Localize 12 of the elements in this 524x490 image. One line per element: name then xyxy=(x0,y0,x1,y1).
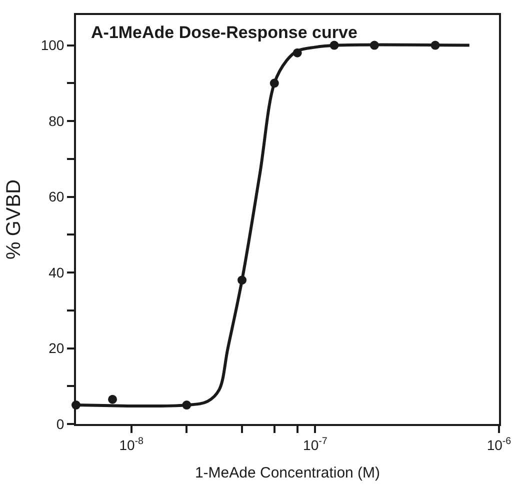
x-tick-label: 10$^{-7}$ xyxy=(303,436,328,453)
y-tick-label: 80 xyxy=(48,112,64,129)
y-tick-label: 20 xyxy=(48,340,64,356)
x-axis-title: 1-MeAde Concentration (M) xyxy=(194,464,380,482)
y-tick-label: 100 xyxy=(40,37,64,54)
y-tick-label: 40 xyxy=(48,264,64,280)
y-tick-label: 60 xyxy=(48,188,64,205)
text: A-1MeAde Dose-Response curve xyxy=(91,23,358,42)
y-tick-label: 0 xyxy=(56,416,64,432)
y-axis-title: % GVBD xyxy=(2,179,25,260)
x-tick-label: 10$^{-8}$ xyxy=(119,436,144,453)
x-tick-label: 10$^{-6}$ xyxy=(486,436,512,453)
